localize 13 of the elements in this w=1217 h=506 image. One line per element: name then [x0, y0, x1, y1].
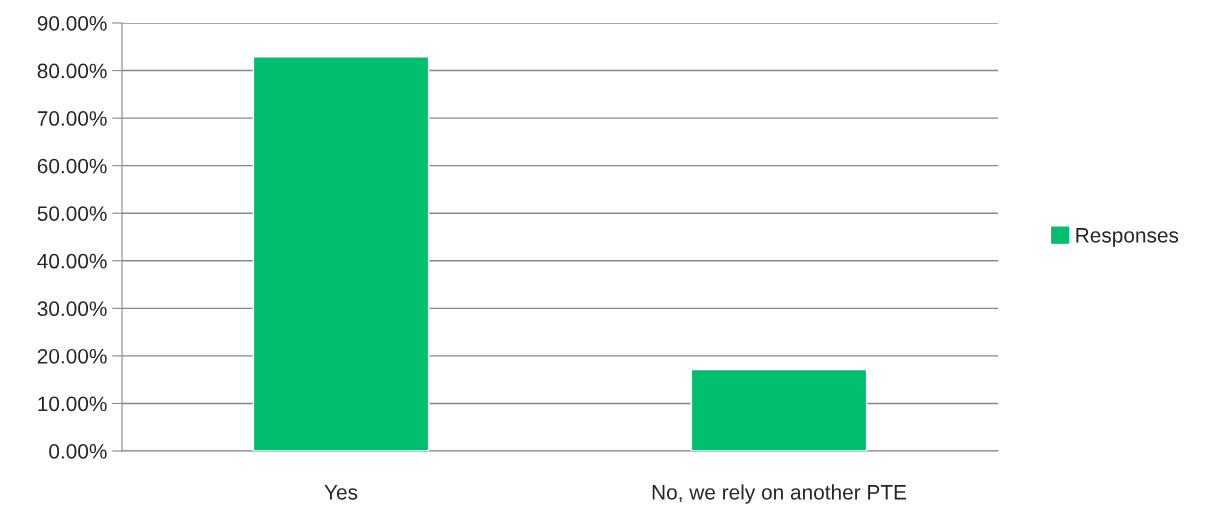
y-tick-label: 80.00% [37, 63, 107, 79]
x-tick-label: Yes [324, 485, 358, 500]
y-tick-label: 60.00% [37, 158, 107, 174]
legend-label: Responses [1076, 228, 1179, 247]
y-tick-label: 90.00% [37, 16, 107, 31]
y-tick-label: 0.00% [49, 444, 107, 459]
y-tick-label: 20.00% [37, 348, 107, 364]
y-tick-label: 10.00% [38, 396, 107, 412]
x-tick-label: No, we rely on another PTE [652, 484, 907, 504]
y-tick-label: 30.00% [37, 301, 107, 317]
y-tick-label: 50.00% [37, 206, 107, 221]
y-tick-label: 40.00% [37, 253, 107, 269]
y-tick-label: 70.00% [37, 111, 107, 126]
